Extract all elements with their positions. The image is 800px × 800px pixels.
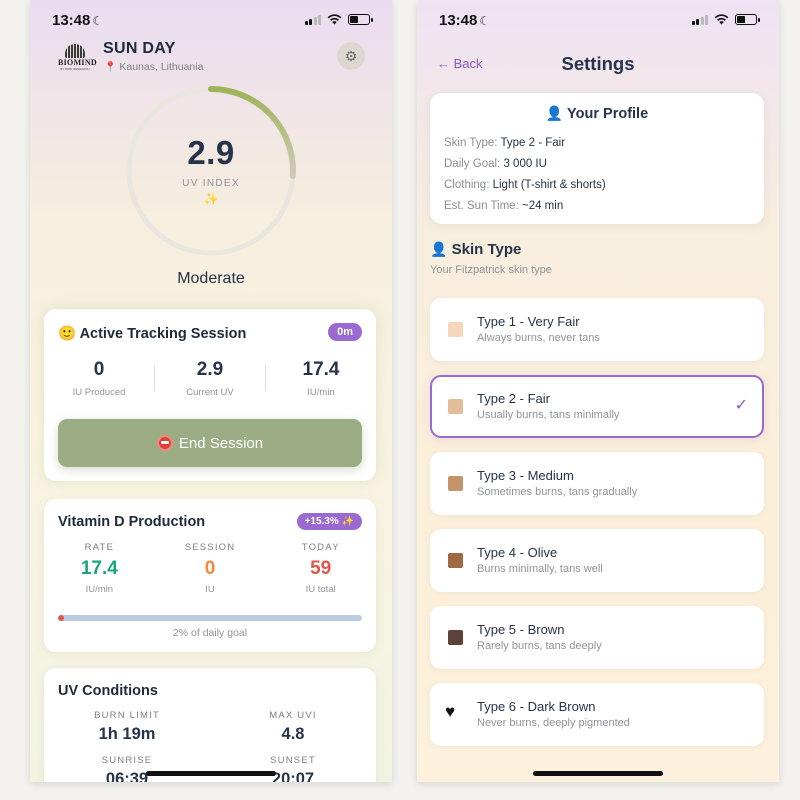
profile-sun-time: Est. Sun Time: ~24 min	[444, 200, 564, 212]
tracking-title: 🙂 Active Tracking Session	[58, 326, 247, 342]
sunrise: SUNRISE 06:39	[101, 755, 153, 782]
profile-details: Skin Type: Type 2 - Fair Daily Goal: 3 0…	[444, 133, 606, 217]
location: 📍 Kaunas, Lithuania	[104, 61, 203, 73]
uv-gauge	[126, 86, 296, 256]
skin-type-option-2[interactable]: Type 2 - Fair Usually burns, tans minima…	[430, 375, 764, 438]
gauge-arc	[208, 86, 296, 180]
stat-iu-per-min: 17.4 IU/min	[302, 359, 340, 398]
sunset: SUNSET 20:07	[270, 755, 316, 782]
skin-type-subtitle: Your Fitzpatrick skin type	[430, 264, 552, 276]
end-session-button[interactable]: End Session	[58, 419, 362, 467]
skin-type-heading: 👤 Skin Type	[430, 241, 522, 258]
stat-current-uv: 2.9 Current UV	[186, 359, 234, 398]
change-badge: +15.3% ✨	[296, 513, 362, 530]
location-text: Kaunas, Lithuania	[119, 61, 204, 73]
stat-iu-produced: 0 IU Produced	[72, 359, 126, 398]
profile-title: 👤 Your Profile	[545, 105, 649, 122]
signal-icon	[304, 14, 321, 25]
tracking-session-card: 🙂 Active Tracking Session 0m 0 IU Produce…	[44, 309, 376, 481]
vitamin-d-stats: RATE 17.4 IU/min SESSION 0 IU TODAY 59 IU tota…	[44, 542, 376, 595]
settings-screen: 13:48 ☾ ← Back Settings 👤 Your Profile Sk…	[417, 0, 779, 782]
battery-icon	[348, 14, 373, 25]
skin-type-option-6[interactable]: ♥ Type 6 - Dark Brown Never burns, deepl…	[430, 683, 764, 746]
vitamin-d-title: Vitamin D Production	[58, 514, 206, 530]
uv-conditions-row-2: SUNRISE 06:39 SUNSET 20:07	[44, 755, 376, 782]
daily-goal-progress-fill	[58, 615, 65, 621]
gauge-readout: 2.9 UV INDEX ✨	[122, 82, 300, 260]
burn-limit: BURN LIMIT 1h 19m	[94, 710, 160, 743]
uv-index-value: 2.9	[187, 134, 235, 171]
smiley-icon: 🙂	[58, 326, 77, 342]
wifi-icon	[714, 14, 729, 25]
moon-icon: ☾	[92, 14, 104, 28]
status-bar: 13:48 ☾	[439, 12, 760, 29]
black-heart-icon: ♥	[445, 702, 456, 721]
wifi-icon	[327, 14, 342, 25]
status-time: 13:48	[439, 12, 478, 29]
skin-type-option-1[interactable]: Type 1 - Very Fair Always burns, never t…	[430, 298, 764, 361]
checkmark-icon: ✓	[734, 397, 748, 414]
profile-daily-goal: Daily Goal: 3 000 IU	[444, 158, 547, 170]
uv-conditions-title: UV Conditions	[58, 683, 158, 699]
skin-type-option-5[interactable]: Type 5 - Brown Rarely burns, tans deeply	[430, 606, 764, 669]
tracking-stats: 0 IU Produced 2.9 Current UV 17.4 IU/min	[44, 359, 376, 398]
session-duration-badge: 0m	[328, 323, 362, 341]
moon-icon: ☾	[479, 14, 491, 28]
page-title: Settings	[561, 53, 635, 74]
divider	[154, 365, 155, 391]
biomind-logo: BIOMIND BY BIRD RESEARCH	[58, 44, 97, 71]
uv-conditions-row-1: BURN LIMIT 1h 19m MAX UVI 4.8	[44, 710, 376, 744]
uv-index-label: UV INDEX	[182, 178, 240, 189]
signal-icon	[691, 14, 708, 25]
person-icon: 👤	[545, 105, 564, 121]
settings-gear-button[interactable]: ⚙	[337, 42, 365, 70]
skin-type-option-4[interactable]: Type 4 - Olive Burns minimally, tans wel…	[430, 529, 764, 592]
stop-icon	[156, 435, 173, 451]
stat-session: SESSION 0 IU	[184, 542, 236, 595]
gear-icon: ⚙	[344, 47, 358, 64]
home-indicator[interactable]	[146, 771, 276, 776]
status-bar: 13:48 ☾	[52, 12, 373, 29]
back-button[interactable]: ← Back	[437, 56, 483, 71]
profile-clothing: Clothing: Light (T-shirt & shorts)	[444, 179, 606, 191]
sparkle-icon: ✨	[203, 192, 219, 206]
uv-conditions-card: UV Conditions BURN LIMIT 1h 19m MAX UVI 4.…	[44, 668, 376, 782]
skin-swatch-icon	[448, 399, 463, 414]
battery-icon	[735, 14, 760, 25]
uv-level-text: Moderate	[177, 270, 245, 287]
profile-skin-type: Skin Type: Type 2 - Fair	[444, 137, 566, 149]
daily-goal-progress	[58, 615, 362, 621]
status-time: 13:48	[52, 12, 91, 29]
skin-type-option-3[interactable]: Type 3 - Medium Sometimes burns, tans gr…	[430, 452, 764, 515]
app-title: SUN DAY	[103, 40, 176, 57]
skin-swatch-icon	[448, 322, 463, 337]
home-indicator[interactable]	[533, 771, 663, 776]
profile-card: 👤 Your Profile Skin Type: Type 2 - Fair …	[430, 93, 764, 224]
daily-goal-label: 2% of daily goal	[172, 627, 248, 639]
max-uvi: MAX UVI 4.8	[269, 710, 317, 743]
stat-rate: RATE 17.4 IU/min	[80, 542, 118, 595]
pin-icon: 📍	[104, 62, 117, 73]
vitamin-d-card: Vitamin D Production +15.3% ✨ RATE 17.4 IU…	[44, 499, 376, 652]
stat-today: TODAY 59 IU total	[301, 542, 340, 595]
skin-swatch-icon	[448, 630, 463, 645]
skin-swatch-icon	[448, 476, 463, 491]
person-icon: 👤	[430, 241, 448, 257]
divider	[265, 365, 266, 391]
home-screen: 13:48 ☾ BIOMIND BY BIRD RESEARCH SUN DAY …	[30, 0, 392, 782]
skin-swatch-icon	[448, 553, 463, 568]
